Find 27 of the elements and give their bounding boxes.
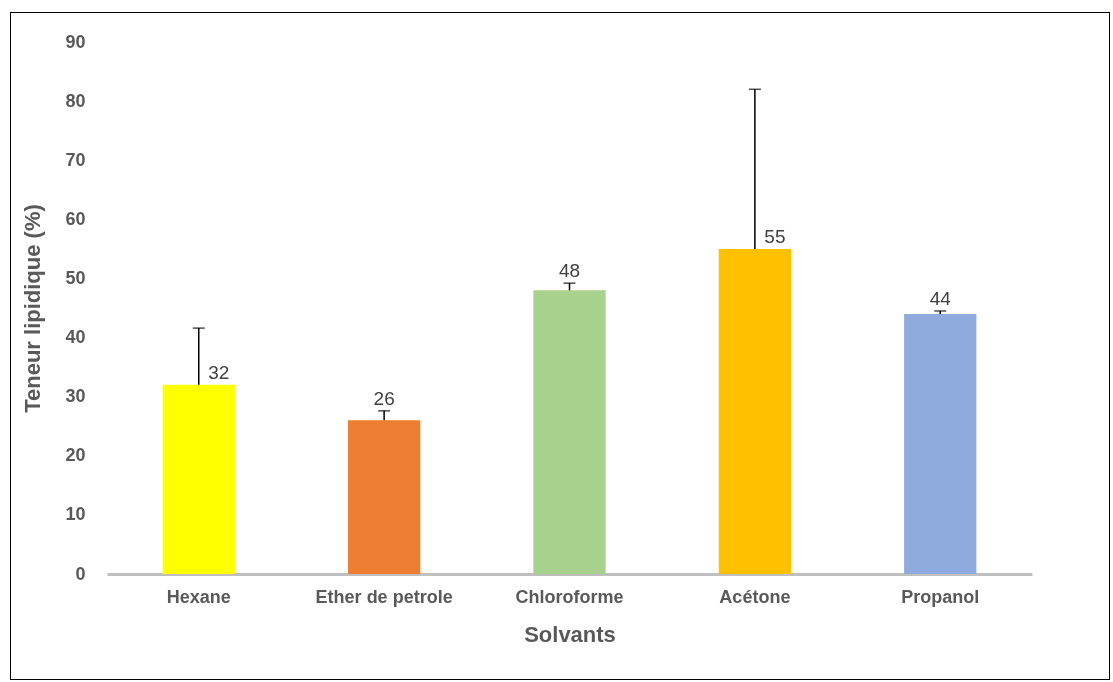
y-tick-label: 10 <box>65 504 86 525</box>
x-axis-title: Solvants <box>524 621 616 647</box>
bar <box>533 290 606 574</box>
x-tick-label: Acétone <box>719 586 791 607</box>
data-label: 44 <box>929 287 952 309</box>
x-tick-label: Ether de petrole <box>315 586 453 607</box>
y-tick-label: 90 <box>65 31 86 52</box>
data-label: 48 <box>558 260 581 282</box>
x-tick-label: Hexane <box>166 586 231 607</box>
y-tick-label: 60 <box>65 208 86 229</box>
bar <box>347 420 421 574</box>
data-label: 26 <box>373 387 395 409</box>
y-tick-label: 80 <box>65 90 86 111</box>
y-tick-label: 40 <box>65 327 86 348</box>
x-tick-label: Chloroforme <box>515 586 624 607</box>
y-tick-label: 50 <box>65 267 86 288</box>
y-tick-label: 30 <box>65 386 86 407</box>
y-tick-label: 70 <box>65 149 86 170</box>
y-tick-label: 0 <box>75 563 86 584</box>
data-label: 55 <box>764 225 786 247</box>
x-tick-label: Propanol <box>901 586 980 607</box>
data-label: 32 <box>208 361 230 383</box>
y-axis-title: Teneur lipidique (%) <box>20 204 46 413</box>
bar <box>718 248 792 574</box>
bar <box>162 384 235 574</box>
bar <box>904 313 977 574</box>
y-tick-label: 20 <box>65 445 86 466</box>
